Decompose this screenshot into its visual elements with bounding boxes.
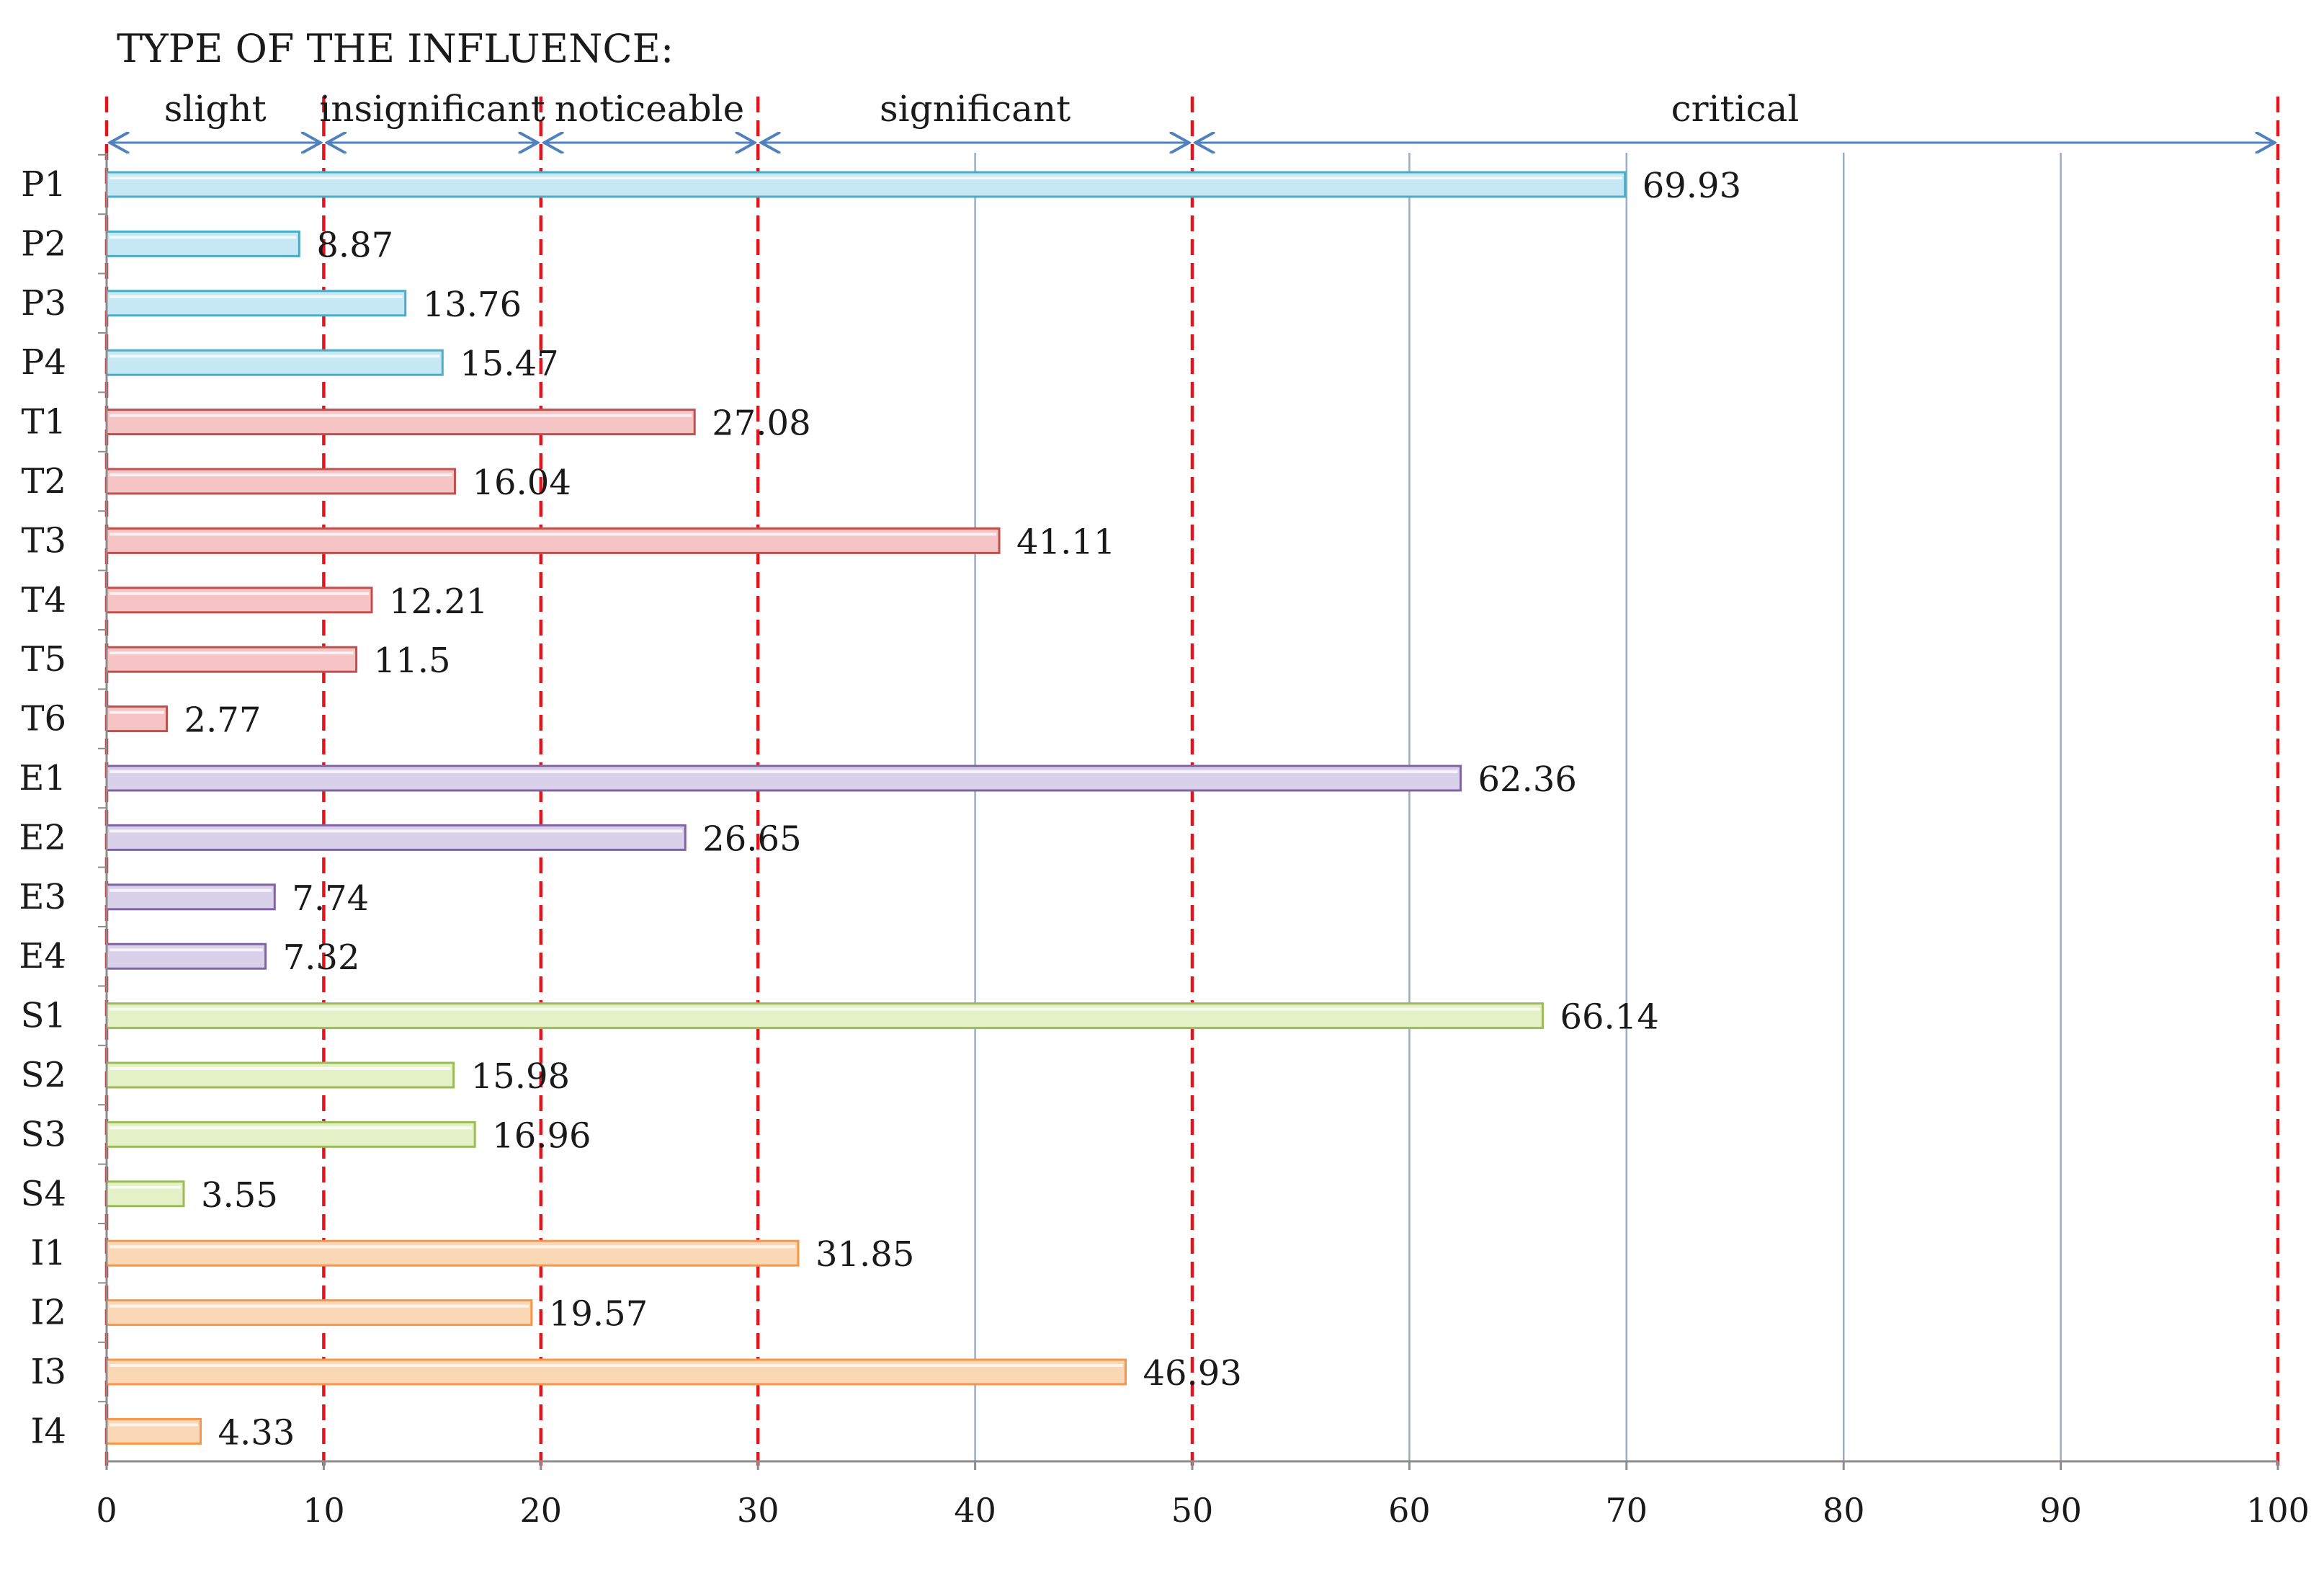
bar-S3 [105,1120,476,1148]
bar-T5 [105,646,358,673]
value-label-E3: 7.74 [292,878,369,919]
value-label-T4: 12.21 [389,581,488,622]
category-label-T4: T4 [21,580,66,620]
bar-S1 [105,1002,1544,1030]
bar-T3 [105,527,1001,554]
category-label-E2: E2 [19,817,66,857]
influence-zones: slight insignificant noticeable significant… [111,88,2274,143]
category-label-T5: T5 [21,639,66,679]
value-label-I4: 4.33 [218,1412,295,1453]
bar-E2 [105,824,687,851]
x-tick-label-10: 10 [303,1491,345,1530]
bar-T1 [105,409,696,436]
value-label-P4: 15.47 [460,344,558,384]
zone-label-noticeable: noticeable [555,88,744,130]
value-label-P3: 13.76 [423,285,522,325]
zone-label-insignificant: insignificant [319,88,545,130]
value-label-T3: 41.11 [1016,522,1115,562]
x-tick-label-20: 20 [520,1491,563,1530]
value-label-E4: 7.32 [283,937,360,978]
category-label-S4: S4 [21,1174,66,1214]
x-axis: 0 10 20 30 40 50 60 70 80 90 100 [96,153,2310,1530]
category-label-P3: P3 [21,283,66,324]
category-label-P1: P1 [21,164,66,205]
value-label-T1: 27.08 [712,404,810,444]
category-label-E1: E1 [19,758,66,798]
zone-label-slight: slight [164,88,267,130]
bars [105,171,1627,1445]
bar-P3 [105,290,407,317]
category-label-T2: T2 [21,461,66,502]
bar-I1 [105,1239,800,1267]
bar-I2 [105,1299,533,1327]
bar-E4 [105,943,267,970]
value-label-P1: 69.93 [1643,166,1741,206]
value-label-T5: 11.5 [374,641,451,681]
x-tick-label-100: 100 [2246,1491,2310,1530]
bar-P1 [105,171,1627,198]
category-label-T6: T6 [21,699,66,739]
chart-title: TYPE OF THE INFLUENCE: [117,26,674,71]
value-label-E2: 26.65 [702,819,801,859]
category-label-S1: S1 [21,996,66,1036]
category-label-I2: I2 [31,1293,67,1333]
bar-T2 [105,468,456,495]
zone-label-critical: critical [1671,88,1800,130]
value-label-I3: 46.93 [1143,1353,1241,1394]
value-label-T6: 2.77 [184,700,261,741]
bar-I3 [105,1358,1127,1386]
bar-T4 [105,587,373,614]
x-tick-label-0: 0 [96,1491,117,1530]
category-label-S2: S2 [21,1055,66,1095]
value-label-I2: 19.57 [549,1294,648,1334]
category-label-S3: S3 [21,1114,66,1154]
value-label-I1: 31.85 [815,1234,914,1275]
value-label-S4: 3.55 [201,1175,278,1216]
value-label-T2: 16.04 [472,463,571,503]
value-label-S3: 16.96 [492,1115,591,1156]
bar-E1 [105,765,1462,792]
bar-P2 [105,230,300,257]
category-label-I3: I3 [31,1352,67,1392]
bar-S2 [105,1061,455,1089]
x-tick-label-70: 70 [1606,1491,1648,1530]
x-tick-label-30: 30 [737,1491,779,1530]
x-tick-label-80: 80 [1823,1491,1865,1530]
value-labels: 69.93 8.87 13.76 15.47 27.08 16.04 41.11 12.21 1… [184,166,1741,1453]
category-label-E4: E4 [19,936,66,976]
bar-E3 [105,883,276,911]
zone-label-significant: significant [880,88,1071,130]
category-label-T1: T1 [21,402,66,442]
bar-P4 [105,349,444,376]
category-label-I4: I4 [31,1411,67,1451]
category-label-E3: E3 [19,877,66,917]
category-label-I1: I1 [31,1233,67,1273]
x-tick-label-60: 60 [1388,1491,1431,1530]
value-label-S1: 66.14 [1560,997,1658,1038]
value-label-E1: 62.36 [1478,759,1577,800]
category-label-P2: P2 [21,223,66,264]
value-label-P2: 8.87 [316,225,393,265]
bar-I4 [105,1417,202,1445]
category-label-P4: P4 [21,342,66,383]
x-tick-label-40: 40 [954,1491,996,1530]
bar-S4 [105,1180,185,1208]
value-label-S2: 15.98 [471,1056,570,1097]
x-tick-label-50: 50 [1171,1491,1214,1530]
category-label-T3: T3 [21,520,66,561]
bar-T6 [105,705,168,733]
x-tick-label-90: 90 [2039,1491,2082,1530]
category-labels: P1 P2 P3 P4 T1 T2 T3 T4 T5 T6 E1 E2 E3 E4 S1 S2 S3 S4 I1 I2… [19,164,66,1451]
gridlines [974,153,2062,1461]
